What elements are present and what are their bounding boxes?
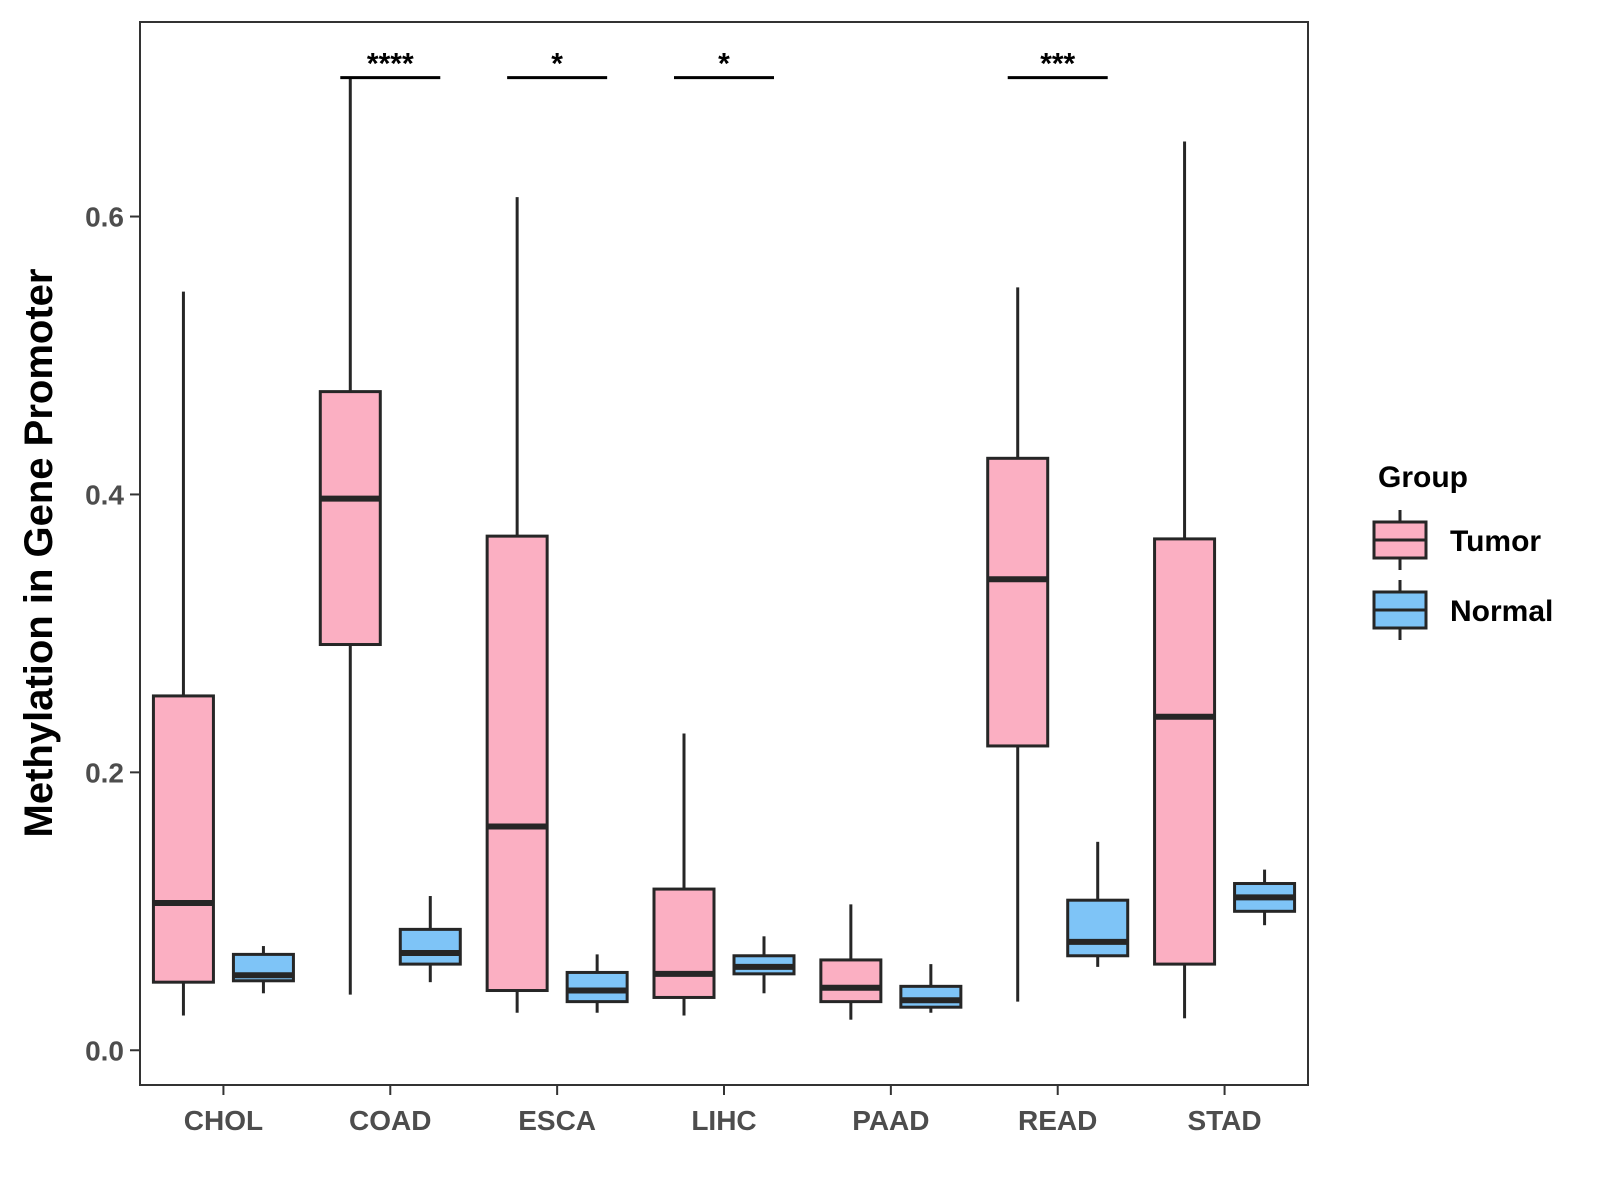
iqr-box — [986, 456, 1050, 748]
significance-label: *** — [1040, 48, 1075, 81]
iqr-box — [485, 534, 549, 993]
x-tick-label: ESCA — [518, 1105, 596, 1136]
iqr-box — [1066, 898, 1130, 958]
iqr-box — [565, 970, 629, 1004]
legend-key-tumor — [1372, 510, 1428, 570]
box-tumor-lihc — [652, 733, 716, 1016]
box-normal-paad — [899, 964, 963, 1013]
x-tick-label: STAD — [1187, 1105, 1261, 1136]
x-tick-label: LIHC — [691, 1105, 756, 1136]
x-tick-label: PAAD — [852, 1105, 929, 1136]
iqr-box — [899, 984, 963, 1009]
significance-label: * — [551, 48, 563, 81]
box-normal-esca — [565, 954, 629, 1013]
significance-label: **** — [367, 48, 414, 81]
boxes-layer — [151, 77, 1297, 1020]
iqr-box — [652, 887, 716, 999]
x-tick-label: CHOL — [184, 1105, 263, 1136]
legend: Group Tumor Normal — [1372, 461, 1553, 640]
box-tumor-chol — [151, 291, 215, 1016]
box-tumor-stad — [1153, 141, 1217, 1019]
significance-layer: **** * * *** — [340, 48, 1108, 81]
y-tick-label: 0.0 — [85, 1035, 124, 1066]
significance-label: * — [718, 48, 730, 81]
box-normal-lihc — [732, 936, 796, 994]
legend-label-tumor: Tumor — [1450, 525, 1541, 558]
x-tick-label: COAD — [349, 1105, 431, 1136]
box-tumor-coad — [318, 77, 382, 995]
box-normal-chol — [231, 946, 295, 994]
box-normal-stad — [1233, 869, 1297, 926]
box-tumor-paad — [819, 904, 883, 1020]
box-tumor-esca — [485, 197, 549, 1013]
box-normal-coad — [398, 896, 462, 983]
y-tick-label: 0.4 — [85, 479, 124, 510]
iqr-box — [1153, 537, 1217, 966]
legend-key-normal — [1372, 580, 1428, 640]
box-normal-read — [1066, 841, 1130, 967]
box-tumor-read — [986, 287, 1050, 1002]
legend-label-normal: Normal — [1450, 595, 1553, 628]
iqr-box — [151, 694, 215, 984]
iqr-box — [318, 390, 382, 647]
iqr-box — [398, 927, 462, 966]
y-axis-title: Methylation in Gene Promoter — [17, 269, 61, 838]
iqr-box — [819, 958, 883, 1004]
legend-title: Group — [1378, 461, 1468, 494]
plot-panel — [139, 21, 1309, 1086]
y-tick-label: 0.2 — [85, 757, 124, 788]
y-axis: 0.0 0.2 0.4 0.6 — [85, 202, 140, 1066]
y-tick-label: 0.6 — [85, 202, 124, 233]
x-axis: CHOL COAD ESCA LIHC PAAD READ STAD — [184, 1085, 1262, 1136]
x-tick-label: READ — [1018, 1105, 1097, 1136]
